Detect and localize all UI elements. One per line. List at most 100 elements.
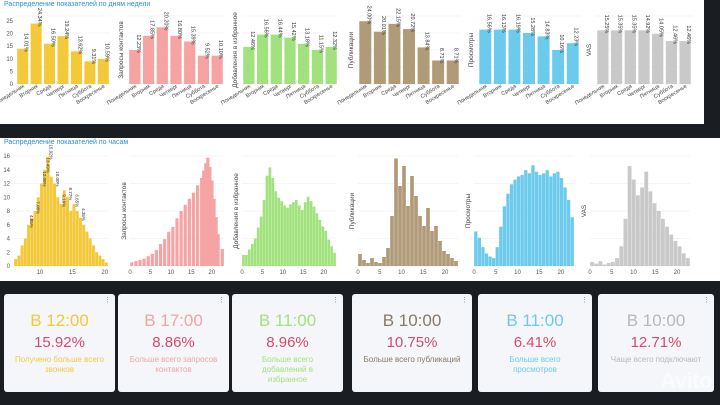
bar-value-label: 12.32% [331, 31, 337, 50]
x-tick-label: 10 [280, 270, 287, 276]
histogram-bar [492, 258, 496, 266]
histogram-bar [422, 226, 426, 266]
histogram-bar [563, 187, 567, 266]
bar [537, 36, 550, 84]
histogram-bar [208, 167, 212, 266]
y-tick-label: 14 [3, 168, 10, 174]
y-axis-label: Публикации [347, 31, 355, 68]
bar [523, 33, 535, 84]
card-hour: В 10:00 [626, 311, 686, 330]
histogram-bar [446, 254, 450, 266]
histogram-bar [382, 257, 386, 266]
histogram-bar [517, 176, 521, 266]
bar [170, 35, 182, 84]
card-menu-icon[interactable]: ⋮ [218, 297, 225, 304]
bar [479, 29, 492, 85]
histogram-bar [104, 262, 108, 266]
histogram-bar [146, 256, 150, 266]
histogram-bar [474, 231, 478, 266]
x-tick-label: 10 [168, 270, 175, 276]
bar-value-label: 15.42% [290, 22, 296, 41]
card-menu-icon[interactable]: ⋮ [703, 297, 710, 304]
histogram-bar [46, 156, 50, 266]
card-menu-icon[interactable]: ⋮ [581, 297, 588, 304]
bar [142, 35, 155, 84]
weekday-panel: Распределение показателей по дням недели… [0, 0, 704, 124]
card-hour: В 12:00 [30, 311, 89, 330]
histogram-bar [402, 166, 406, 266]
card-menu-icon[interactable]: ⋮ [461, 297, 468, 304]
bar-value-label: 20.20% [162, 12, 168, 31]
histogram-bar [53, 183, 57, 266]
bar [30, 23, 42, 84]
histogram-bar [300, 209, 304, 266]
weekday-chart-contacts: Запросы контактов 12.23%Понедельник17.85%… [106, 12, 224, 107]
card-menu-icon[interactable]: ⋮ [332, 297, 339, 304]
histogram-bar [268, 167, 272, 266]
watermark-text: Avito [660, 368, 712, 393]
bar-value-label: 11.15% [317, 35, 323, 53]
histogram-bar [163, 239, 167, 266]
card-menu-icon[interactable]: ⋮ [104, 297, 111, 304]
card-caption: Больше всего просмотров [509, 355, 561, 374]
histogram-bar [280, 201, 284, 266]
y-axis-label: Добавления в избранное [231, 12, 239, 88]
bar-value-label: 16.13% [500, 14, 506, 33]
histogram-bar [43, 169, 47, 266]
x-tick-label: 10 [630, 270, 637, 276]
histogram-bar [549, 176, 553, 266]
bar-value-label: 15.92% [49, 144, 54, 159]
histogram-bar [527, 173, 531, 266]
x-tick-label: 15 [69, 270, 76, 276]
bar [270, 34, 282, 84]
histogram-bar [283, 205, 286, 266]
histogram-bar [524, 170, 528, 266]
bar-value-label: 15.28% [529, 17, 535, 36]
histogram-bar [179, 211, 183, 266]
summary-card-publications: ⋮ В 10:00 10.75% Больше всего публикаций [352, 294, 472, 392]
bar [256, 34, 269, 84]
bar-value-label: 7.08% [36, 201, 41, 214]
histogram-bar [542, 173, 546, 266]
histogram-bar [297, 205, 301, 266]
bar-value-label: 9.31% [90, 49, 96, 65]
histogram-bar [309, 201, 313, 266]
bar-value-label: 15.39% [190, 26, 196, 45]
histogram-bar [247, 249, 251, 266]
histogram-bar [488, 256, 492, 266]
histogram-bar [204, 163, 208, 266]
bar-value-label: 14.01% [23, 33, 29, 52]
histogram-bar [619, 246, 624, 266]
histogram-bar [200, 178, 204, 266]
card-caption: Больше всего добавлений в избранное [261, 355, 314, 384]
histogram-bar [644, 171, 649, 266]
histogram-bar [59, 204, 63, 266]
histogram-bar [636, 195, 640, 266]
histogram-bar [253, 238, 257, 266]
histogram-bar [598, 261, 603, 266]
histogram-bar [627, 166, 632, 266]
histogram-bar [245, 255, 248, 266]
histogram-bar [242, 255, 245, 266]
bar-value-label: 14.83% [544, 21, 550, 40]
hourly-chart-favorites: Добавления в избранное 0 5 10 15 20 [232, 155, 336, 276]
y-tick-label: 6 [7, 223, 11, 229]
histogram-bar [590, 262, 594, 266]
histogram-bar [49, 176, 53, 266]
bar [311, 50, 324, 84]
histogram-bar [495, 247, 499, 266]
bar [597, 30, 609, 85]
card-hour: В 10:00 [382, 311, 442, 330]
histogram-bar [56, 197, 60, 266]
y-tick-label: 8 [7, 209, 11, 215]
hourly-section-title: Распределение показателей по часам [4, 139, 129, 146]
card-hour: В 17:00 [144, 311, 203, 330]
summary-card-views: ⋮ В 11:00 6.41% Больше всего просмотров [478, 294, 592, 392]
histogram-bar [386, 248, 390, 266]
bar-value-label: 12.46% [671, 25, 677, 44]
weekday-chart-views: Просмотры16.56%Понедельник16.13%Вторник1… [457, 14, 580, 107]
histogram-bar [481, 247, 485, 266]
histogram-bar [78, 217, 82, 266]
bar [97, 58, 109, 84]
bar-value-label: 4.85% [29, 215, 34, 228]
